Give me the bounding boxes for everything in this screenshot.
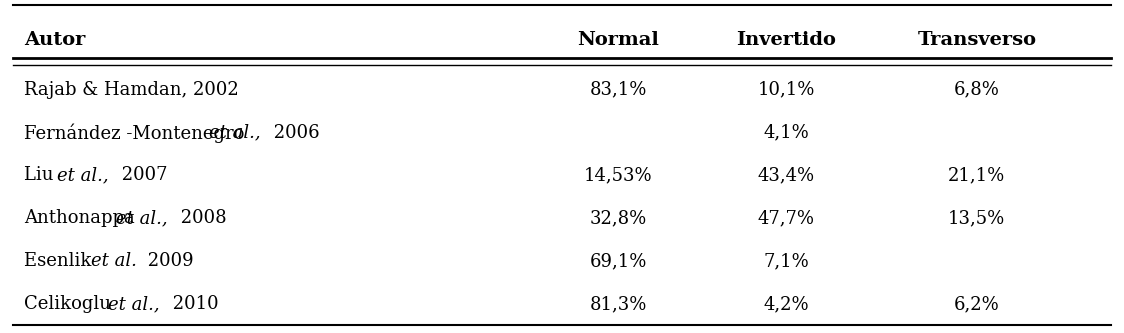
Text: 2007: 2007	[116, 166, 167, 184]
Text: Fernández -Montenegro: Fernández -Montenegro	[24, 124, 250, 143]
Text: Transverso: Transverso	[917, 31, 1036, 49]
Text: Anthonappa: Anthonappa	[24, 209, 140, 227]
Text: Liu: Liu	[24, 166, 60, 184]
Text: 14,53%: 14,53%	[583, 166, 652, 184]
Text: 2009: 2009	[142, 252, 193, 270]
Text: 4,1%: 4,1%	[763, 124, 809, 142]
Text: et al.,: et al.,	[108, 295, 160, 313]
Text: 4,2%: 4,2%	[763, 295, 809, 313]
Text: Esenlik: Esenlik	[24, 252, 97, 270]
Text: 47,7%: 47,7%	[758, 209, 815, 227]
Text: 81,3%: 81,3%	[589, 295, 646, 313]
Text: 69,1%: 69,1%	[589, 252, 646, 270]
Text: 10,1%: 10,1%	[758, 81, 815, 99]
Text: 2008: 2008	[175, 209, 227, 227]
Text: 2006: 2006	[268, 124, 319, 142]
Text: 2010: 2010	[166, 295, 218, 313]
Text: Autor: Autor	[24, 31, 85, 49]
Text: 32,8%: 32,8%	[589, 209, 646, 227]
Text: 6,2%: 6,2%	[954, 295, 999, 313]
Text: 7,1%: 7,1%	[763, 252, 809, 270]
Text: 43,4%: 43,4%	[758, 166, 815, 184]
Text: 83,1%: 83,1%	[589, 81, 646, 99]
Text: et al.: et al.	[91, 252, 137, 270]
Text: Invertido: Invertido	[736, 31, 836, 49]
Text: 13,5%: 13,5%	[949, 209, 1006, 227]
Text: Rajab & Hamdan, 2002: Rajab & Hamdan, 2002	[24, 81, 238, 99]
Text: 21,1%: 21,1%	[949, 166, 1006, 184]
Text: 6,8%: 6,8%	[954, 81, 999, 99]
Text: et al.,: et al.,	[209, 124, 261, 142]
Text: et al.,: et al.,	[116, 209, 167, 227]
Text: Normal: Normal	[577, 31, 659, 49]
Text: Celikoglu: Celikoglu	[24, 295, 117, 313]
Text: et al.,: et al.,	[57, 166, 109, 184]
